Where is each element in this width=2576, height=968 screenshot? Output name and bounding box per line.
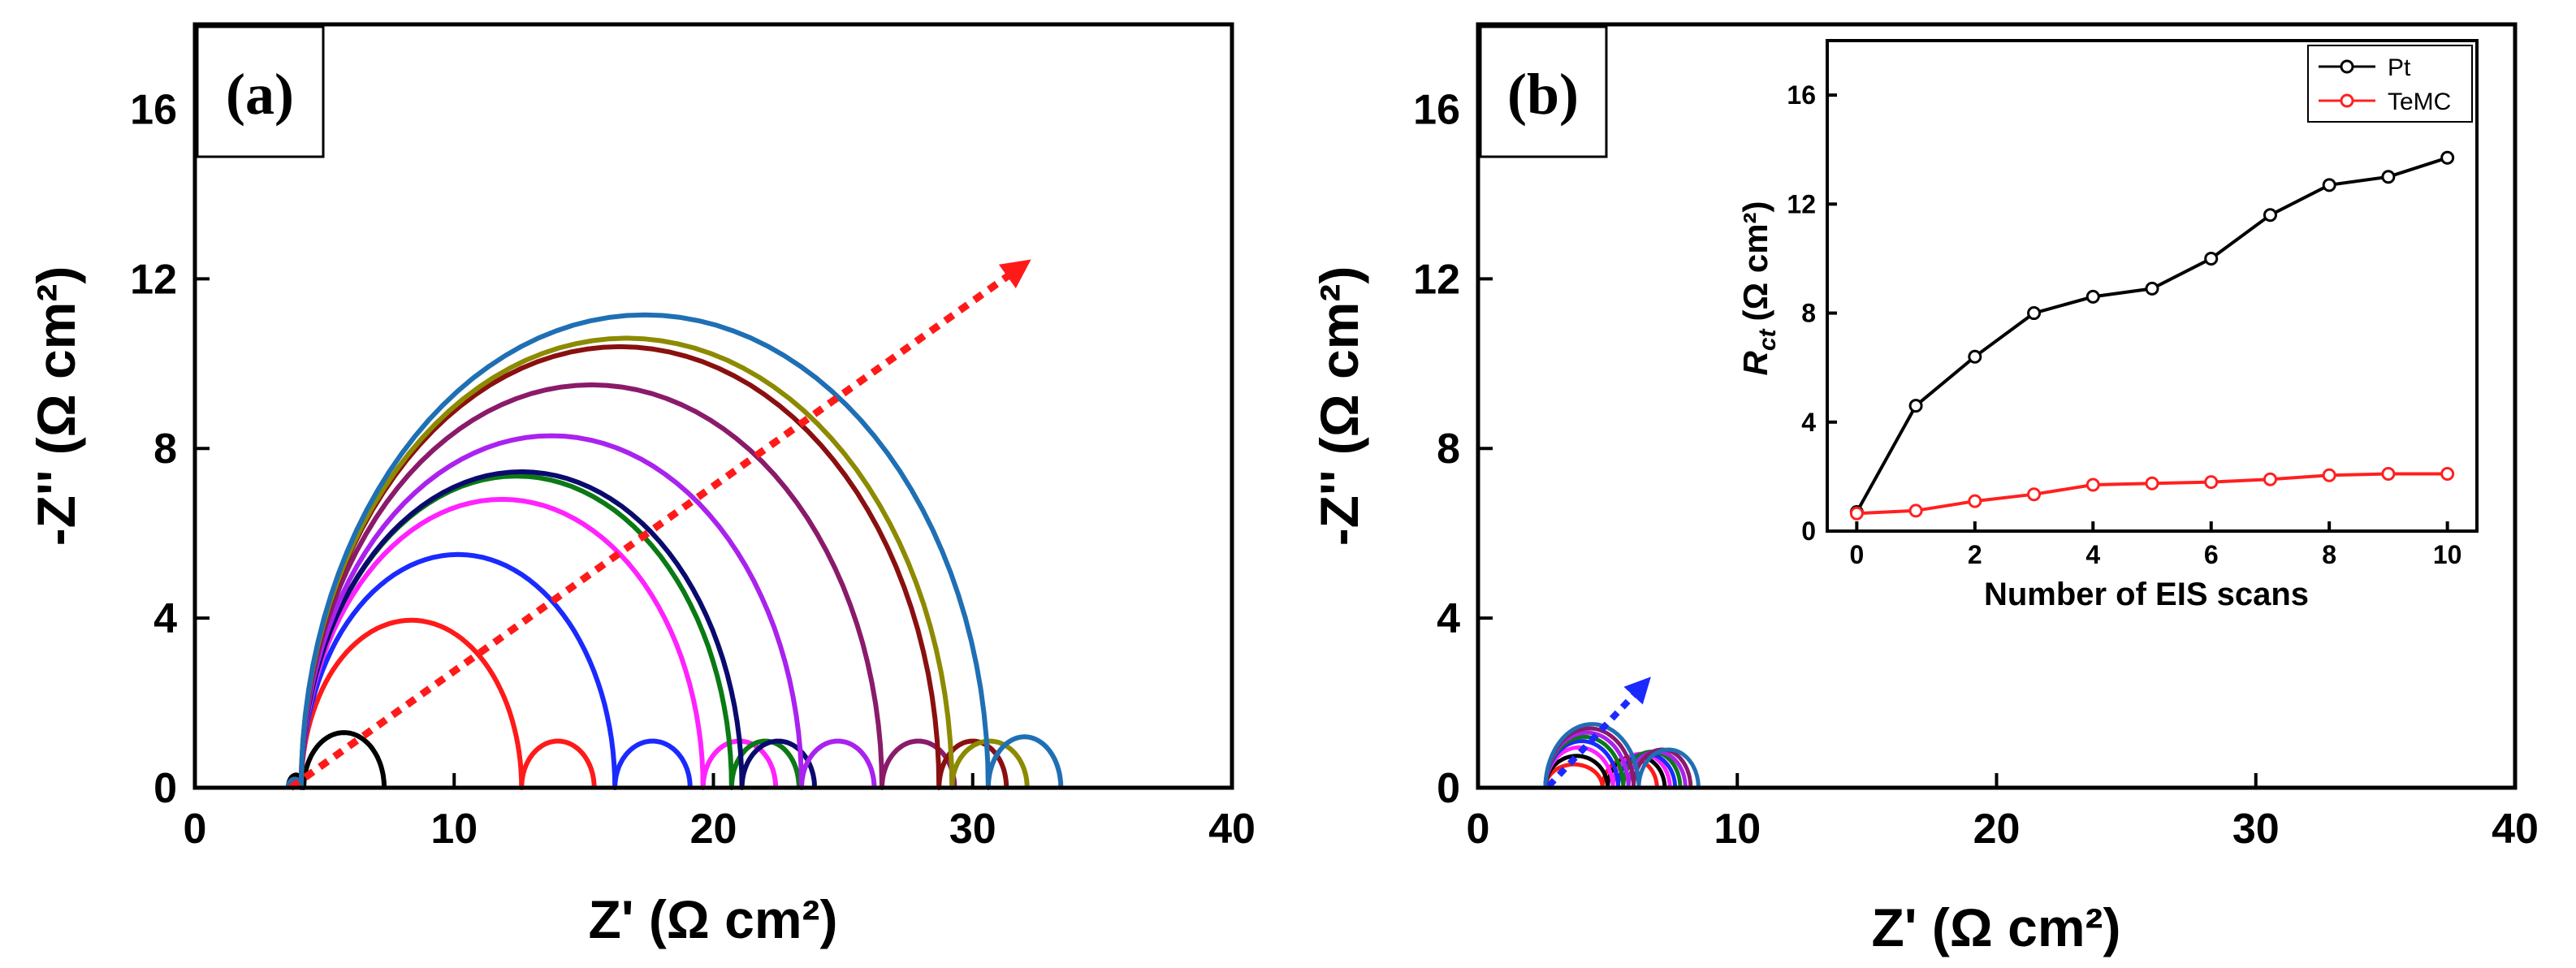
inset-point-TeMC-10 [2440, 467, 2455, 482]
inset-point-TeMC-6 [2204, 475, 2219, 490]
inset-x-tick-label-1: 2 [1968, 540, 1982, 569]
inset-point-Pt-4 [2085, 289, 2100, 304]
inset-y-title-unit: (Ω cm²) [1736, 201, 1774, 321]
inset-y-tick-label-0: 0 [1801, 516, 1816, 546]
inset-y-title-sub: ct [1754, 327, 1781, 351]
panel-a-y-tick-label-2: 8 [153, 426, 177, 473]
inset-x-tick-label-4: 8 [2322, 540, 2336, 569]
inset-point-TeMC-8 [2322, 468, 2336, 482]
panel-a-y-title: -Z'' (Ω cm²) [26, 266, 86, 547]
inset-y-tick-label-4: 16 [1787, 80, 1816, 110]
inset-point-TeMC-2 [1968, 494, 1982, 508]
panel-b-x-tick-label-0: 0 [1467, 806, 1490, 853]
inset-point-Pt-5 [2145, 281, 2159, 296]
inset-frame [1826, 39, 2479, 533]
inset-point-Pt-2 [1968, 349, 1982, 364]
panel-b-x-tick-label-3: 30 [2232, 806, 2280, 853]
inset-x-tick-label-3: 6 [2204, 540, 2219, 569]
panel-a-frame [192, 22, 1234, 790]
panel-a-series-10 [285, 312, 1064, 790]
panel-b-tag: (b) [1507, 62, 1579, 127]
panel-a-curves [285, 312, 1064, 790]
inset-point-Pt-9 [2381, 170, 2396, 184]
panel-a-x-title: Z' (Ω cm²) [589, 889, 838, 949]
panel-a-tag-box [196, 25, 325, 158]
inset-point-TeMC-1 [1908, 503, 1923, 518]
panel-a-axes: 0 10 20 30 40 0 4 8 12 16 [130, 86, 1256, 853]
inset-point-TeMC-5 [2145, 476, 2159, 490]
panel-b-curves [1543, 722, 1701, 789]
inset-x-tick-label-2: 4 [2085, 540, 2100, 569]
panel-a-y-tick-label-3: 12 [130, 256, 177, 303]
legend-pt-marker [2340, 59, 2354, 74]
inset-series [1849, 150, 2455, 521]
inset-y-tick-label-2: 8 [1801, 299, 1816, 328]
panel-a-y-tick-label-4: 16 [130, 86, 177, 133]
panel-b-y-tick-label-1: 4 [1437, 595, 1460, 642]
panel-a-x-tick-label-2: 20 [690, 806, 737, 853]
inset-point-Pt-8 [2322, 178, 2336, 192]
inset-y-title-main: R [1736, 351, 1774, 376]
panel-b-y-tick-label-2: 8 [1437, 426, 1460, 473]
inset-point-TeMC-7 [2263, 472, 2277, 486]
legend-pt-label: Pt [2388, 54, 2411, 81]
panel-a-series-8 [285, 344, 1009, 790]
inset-x-tick-label-0: 0 [1849, 540, 1864, 569]
inset-point-TeMC-4 [2085, 478, 2100, 492]
panel-b-x-tick-label-2: 20 [1973, 806, 2021, 853]
panel-b-x-title: Z' (Ω cm²) [1872, 897, 2121, 957]
inset-y-title: Rct (Ω cm²) [1736, 201, 1781, 375]
panel-a-y-tick-label-0: 0 [153, 765, 177, 812]
panel-b-frame [1476, 22, 2518, 790]
panel-a-x-tick-label-1: 10 [430, 806, 478, 853]
panel-a-y-tick-label-1: 4 [153, 595, 177, 642]
inset-y-tick-label-1: 4 [1801, 408, 1816, 437]
inset-point-Pt-10 [2440, 150, 2455, 165]
inset-x-tick-label-5: 10 [2433, 540, 2462, 569]
panel-a-series-7 [285, 382, 957, 790]
panel-a: 0 10 20 30 40 0 4 8 12 16 (a) Z' (Ω cm²) -Z'' (Ω … [26, 22, 1256, 949]
panel-b-y-tick-label-0: 0 [1437, 765, 1460, 812]
panel-a-series-9 [285, 335, 1030, 790]
inset-legend-box [2307, 45, 2473, 123]
legend-temc-marker [2340, 93, 2354, 108]
inset-point-Pt-7 [2263, 208, 2277, 223]
panel-b-x-tick-label-1: 10 [1714, 806, 1761, 853]
inset-point-Pt-6 [2204, 251, 2219, 266]
inset-y-tick-label-3: 12 [1787, 189, 1816, 218]
panel-b-y-title: -Z'' (Ω cm²) [1309, 266, 1369, 547]
panel-a-x-tick-label-3: 30 [949, 806, 996, 853]
inset-point-TeMC-0 [1849, 506, 1864, 521]
panel-a-x-tick-label-4: 40 [1208, 806, 1256, 853]
panel-b-y-tick-label-4: 16 [1413, 86, 1460, 133]
panel-b-trend-arrow [1546, 676, 1651, 789]
legend-temc-label: TeMC [2388, 89, 2451, 115]
panel-b-tag-box [1479, 25, 1608, 158]
inset-x-title: Number of EIS scans [1984, 577, 2309, 612]
inset-axes: 0 2 4 6 8 10 0 4 8 12 16 [1787, 80, 2461, 569]
inset-point-TeMC-3 [2027, 487, 2042, 502]
inset-legend: Pt TeMC [2307, 45, 2473, 123]
panel-b-y-tick-label-3: 12 [1413, 256, 1460, 303]
panel-a-trend-arrow [288, 259, 1031, 791]
inset-point-Pt-3 [2027, 306, 2042, 321]
panel-a-x-tick-label-0: 0 [184, 806, 207, 853]
inset-chart: 0 2 4 6 8 10 0 4 8 12 16 Number of EIS scans Rct (Ω… [1736, 39, 2479, 612]
panel-b-x-tick-label-4: 40 [2492, 806, 2539, 853]
inset-line-Pt [1855, 156, 2448, 513]
inset-point-Pt-1 [1908, 399, 1923, 413]
panel-a-tag: (a) [226, 62, 294, 127]
inset-point-TeMC-9 [2381, 467, 2396, 482]
